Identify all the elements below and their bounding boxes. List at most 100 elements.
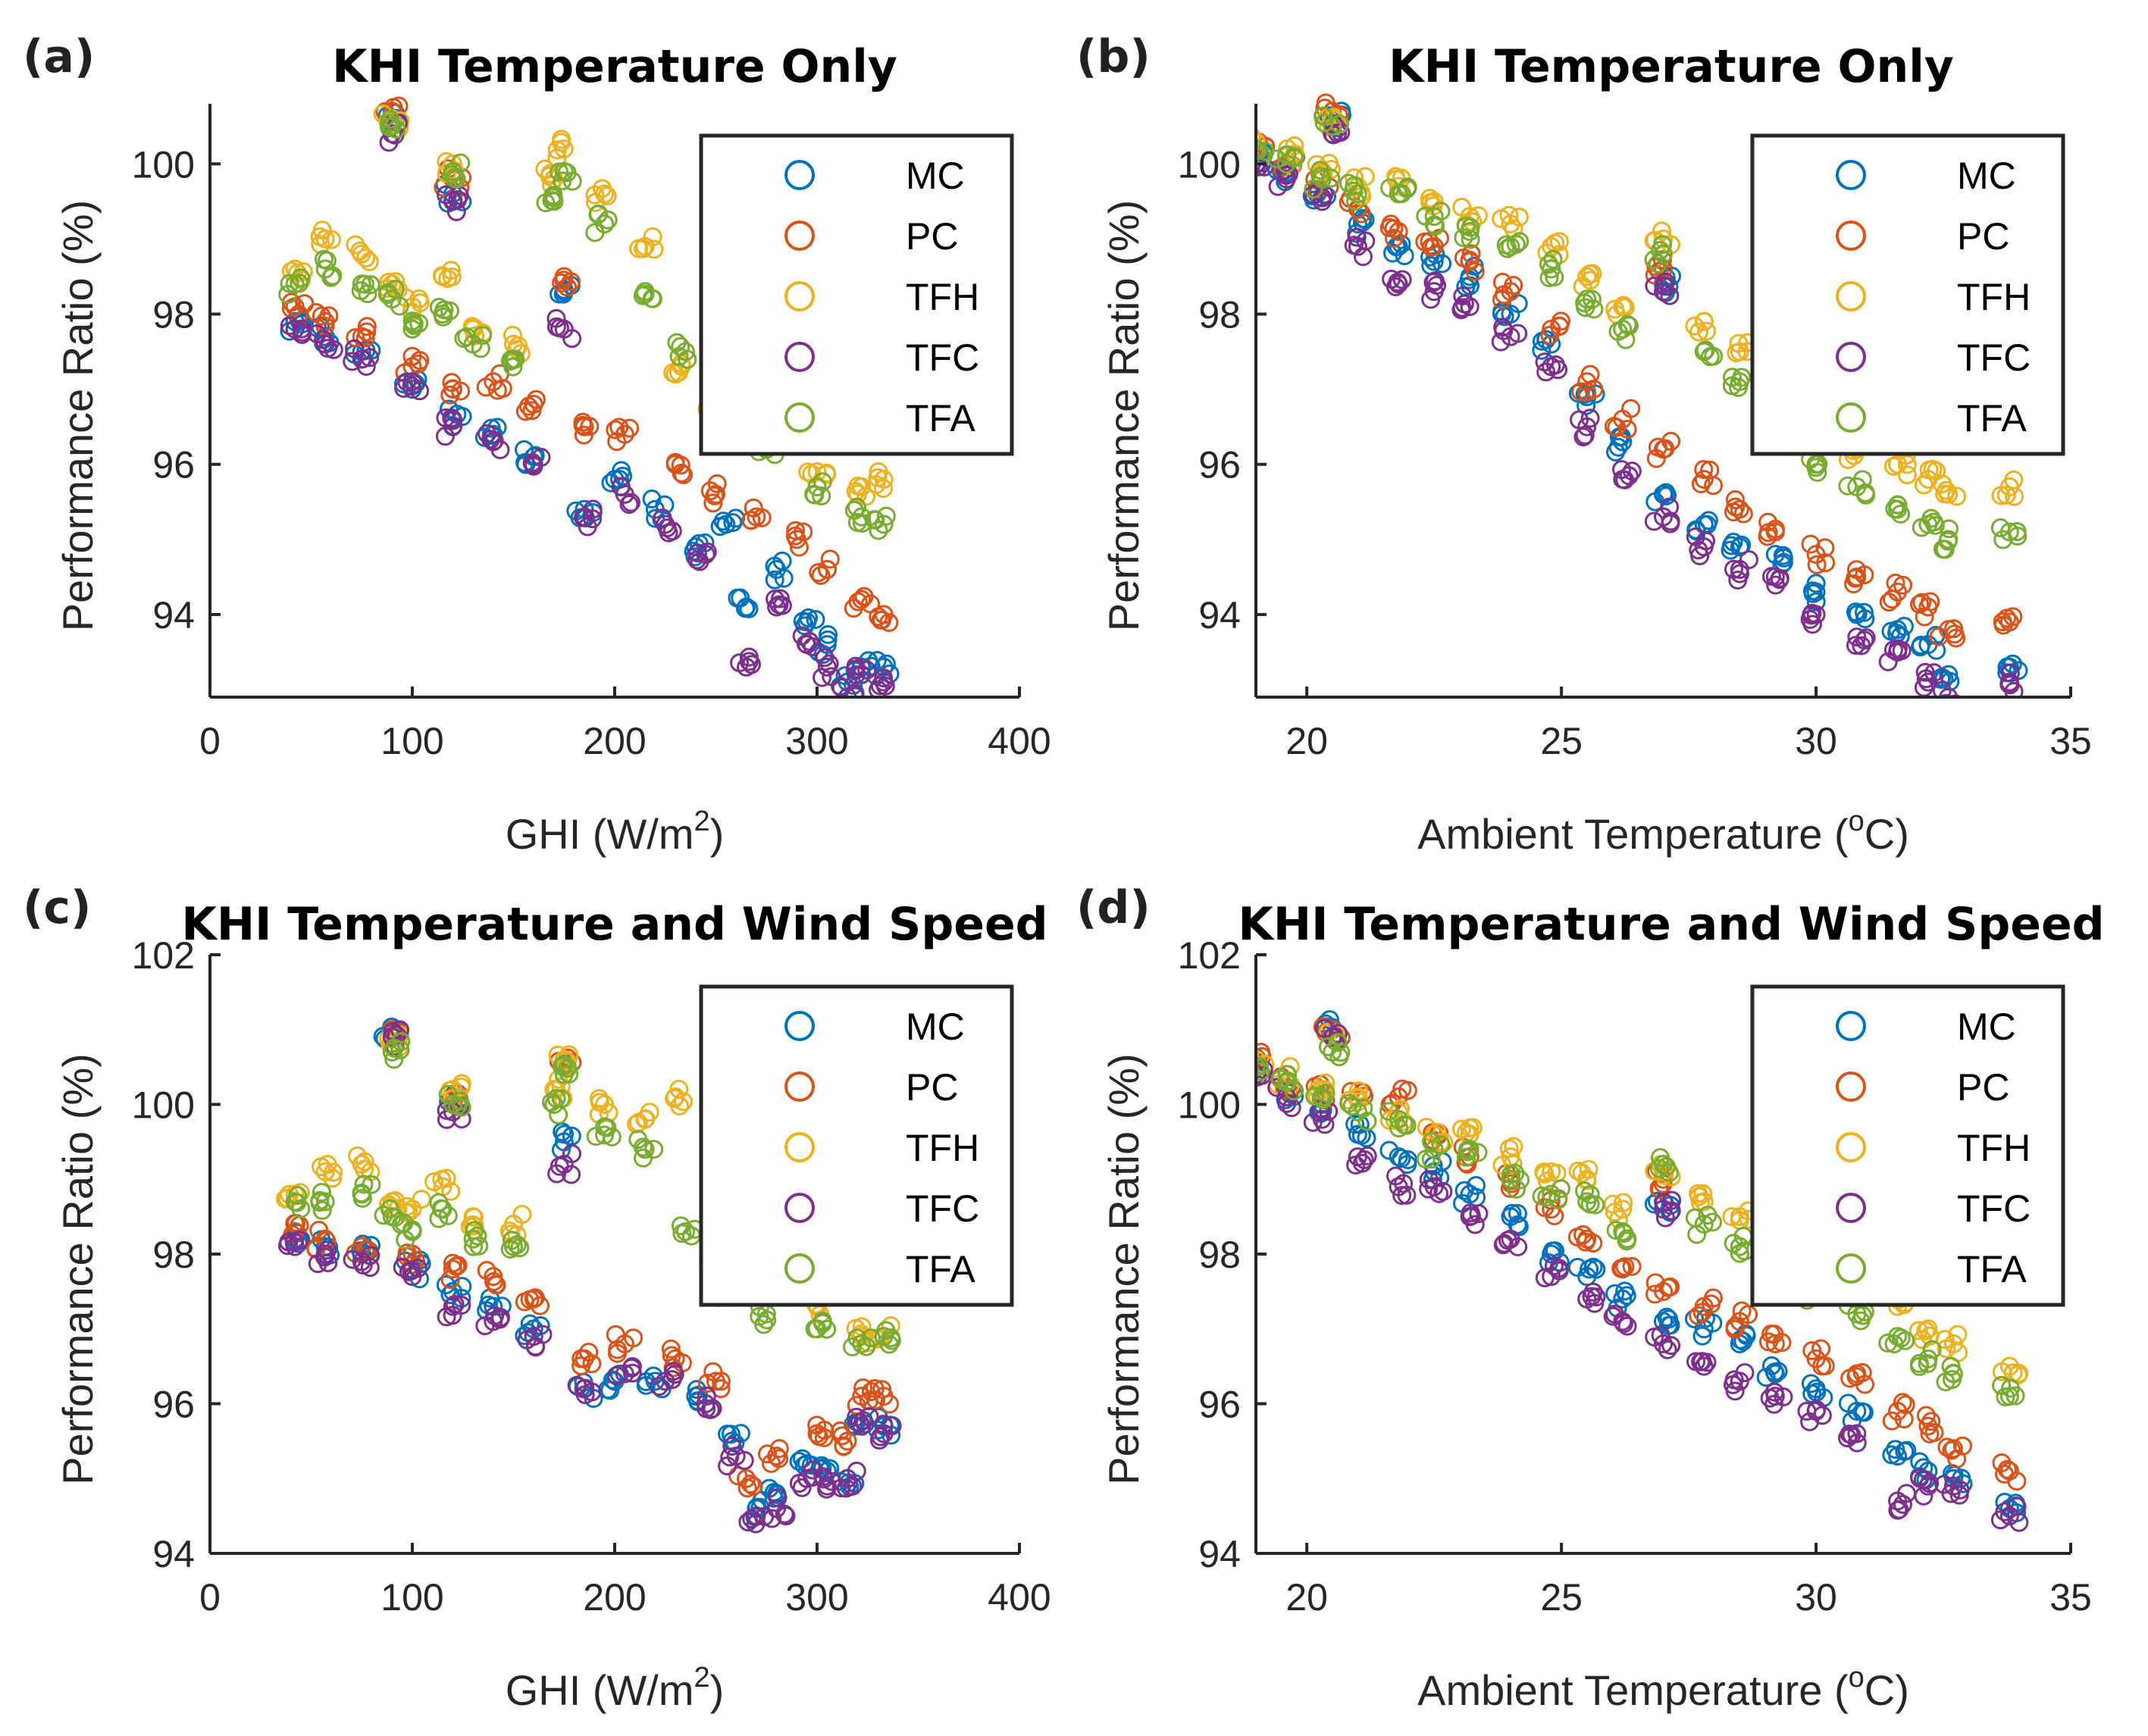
data-point [1993,612,2012,632]
data-point [1256,1057,1266,1077]
data-point [1807,555,1827,574]
data-point [646,508,665,528]
data-point [1883,456,1903,476]
y-axis-label: Performance Ratio (%) [1100,200,1148,632]
data-point [378,283,398,302]
data-point [1542,1241,1562,1261]
data-point [2003,607,2023,627]
data-point [1992,1375,2012,1395]
data-point [1582,1287,1602,1306]
data-point [1806,574,1826,593]
data-point [557,1052,577,1071]
data-point [1732,535,1752,555]
data-point [1886,1440,1905,1459]
data-point [585,223,605,242]
data-point [1456,1147,1476,1167]
data-point [1357,1112,1377,1131]
data-point [739,647,759,667]
data-point [1577,289,1597,309]
data-point [278,285,298,305]
data-point [589,204,609,224]
y-axis-label: Performance Ratio (%) [1100,1053,1148,1485]
data-point [1728,377,1748,397]
data-point [1891,1328,1911,1348]
data-point [1496,235,1516,255]
legend-marker-TFC [1836,342,1866,372]
data-point [1694,460,1714,480]
data-point [1316,1084,1335,1103]
x-tick-label: 0 [199,720,221,762]
data-point [1992,1453,2012,1472]
data-point [553,1122,572,1142]
legend-label-TFA: TFA [1957,397,2027,439]
data-point [374,1206,393,1225]
data-point [1613,1200,1633,1219]
data-point [1939,687,1959,697]
data-point [397,372,417,392]
data-point [1304,179,1323,199]
data-point [1451,1119,1471,1139]
series-TFC [277,1020,902,1534]
data-point [500,352,520,371]
data-point [438,1084,458,1104]
data-point [869,1431,889,1450]
data-point [390,1020,410,1040]
data-point [1343,181,1363,201]
data-point [1855,565,1874,585]
data-point [549,1105,568,1124]
data-point [697,1386,716,1406]
data-point [1697,1353,1717,1372]
x-axis-label: GHI (W/m2) [506,805,725,858]
data-point [1347,227,1367,247]
legend-marker-PC [1836,1071,1866,1102]
data-point [1614,1224,1634,1243]
data-point [806,609,825,629]
panel-title: KHI Temperature and Wind Speed [181,898,1047,951]
data-point [1345,1115,1365,1134]
data-point [1577,382,1597,402]
data-point [765,570,784,590]
data-point [1421,237,1441,257]
data-point [1433,1181,1453,1201]
data-point [1256,1062,1270,1081]
data-point [1725,490,1745,509]
data-point [669,1079,689,1099]
data-point [607,432,627,452]
data-point [860,1406,879,1426]
data-point [1379,1102,1398,1121]
y-tick-label: 96 [152,444,195,486]
data-point [1353,247,1373,267]
legend-marker-MC [784,160,815,190]
data-point [559,1064,579,1084]
data-point [847,1328,867,1348]
data-point [356,248,376,267]
data-point [1693,1184,1713,1203]
data-point [503,325,522,345]
data-point [818,560,838,580]
data-point [550,318,569,338]
legend-label-TFC: TFC [1957,1187,2031,1230]
data-point [1816,553,1836,573]
data-point [1910,1356,1930,1376]
data-point [1580,1259,1599,1279]
data-point [1568,1161,1588,1181]
data-point [1704,346,1724,366]
data-point [448,1096,468,1115]
data-point [582,1354,602,1374]
data-point [1770,568,1789,588]
panel-title: KHI Temperature Only [332,40,897,93]
data-point [847,497,866,517]
data-point [280,274,299,293]
legend-marker-TFA [1836,402,1866,433]
data-point [697,542,717,561]
legend: MC PC TFH TFC TFA [1750,984,2065,1307]
data-point [1893,1494,1912,1514]
data-point [847,1407,866,1427]
data-point [1848,604,1868,624]
legend-marker-MC [784,1011,815,1041]
data-point [1321,168,1341,188]
data-point [738,1512,758,1532]
data-point [562,1144,582,1164]
data-point [1575,425,1595,445]
data-point [1949,694,1962,697]
